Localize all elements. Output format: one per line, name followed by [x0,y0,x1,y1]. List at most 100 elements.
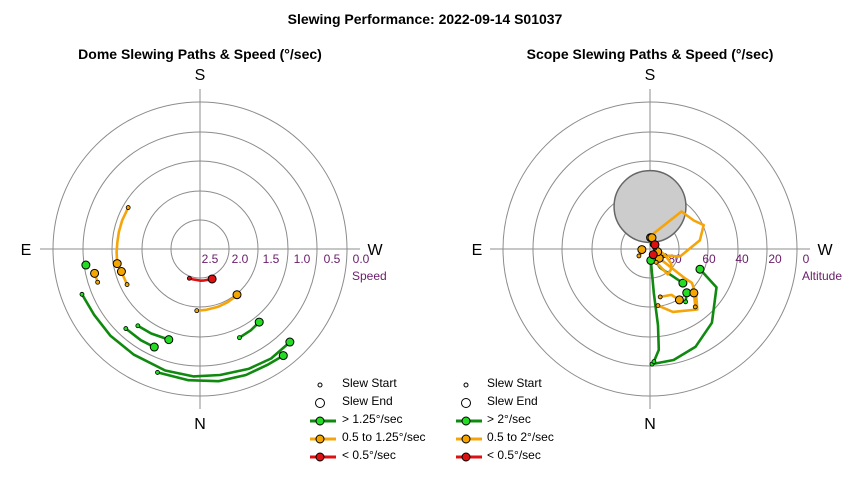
slew-end-marker [90,268,100,278]
slew-path-medium [650,210,706,258]
legend-fast-label: > 2°/sec [487,412,531,426]
slew-end-marker [149,342,159,352]
horizon-limit-disk [613,169,687,244]
legend-fast-marker [315,416,325,426]
dome-panel: Dome Slewing Paths & Speed (°/sec) S N E… [21,46,426,462]
slew-end-marker [648,250,658,260]
slew-start-marker [651,359,657,365]
legend-slew-end-marker [461,398,471,408]
slew-end-marker [674,295,684,305]
slew-start-marker [123,326,129,331]
legend-fast-label: > 1.25°/sec [342,412,403,426]
dome-compass-south: S [195,67,206,84]
legend-slew-end-marker [315,398,325,408]
legend-medium-marker [461,434,471,444]
legend-fast-marker [461,416,471,426]
slew-end-marker [207,274,217,284]
scope-radial-ticks: 80 60 40 20 0 Altitude [668,252,842,283]
dome-tick-label: 0.0 [353,252,370,266]
dome-legend: Slew Start Slew End > 1.25°/sec 0.5 to 1… [310,376,426,462]
dome-slew-paths [79,205,295,383]
slew-end-marker [650,240,660,250]
slew-path-fast [136,324,171,341]
slew-start-marker [155,370,160,375]
slew-start-marker [186,275,192,281]
legend-slow-label: < 0.5°/sec [342,448,396,462]
dome-compass-west: W [367,242,383,259]
slew-start-marker [194,308,200,314]
slew-path-medium [195,293,239,313]
legend-medium-marker [315,434,325,444]
legend-slew-start-label: Slew Start [342,376,397,390]
scope-tick-label: 0 [803,252,810,266]
slew-end-marker [689,288,699,298]
slew-start-marker [636,253,642,259]
dome-compass-north: N [194,416,206,433]
slew-end-marker [278,351,288,361]
legend-slew-start-marker [463,382,469,388]
scope-radial-axis-label: Altitude [802,269,842,283]
scope-compass-south: S [645,67,656,84]
scope-panel-title: Scope Slewing Paths & Speed (°/sec) [527,46,774,62]
dome-tick-label: 2.0 [232,252,249,266]
scope-compass-north: N [644,416,656,433]
slew-path-fast [649,259,661,363]
scope-compass-east: E [472,242,483,259]
slew-start-marker [135,323,141,329]
scope-tick-label: 20 [768,252,782,266]
scope-legend: Slew Start Slew End > 2°/sec 0.5 to 2°/s… [456,376,554,462]
scope-panel: Scope Slewing Paths & Speed (°/sec) S N … [456,46,842,462]
scope-tick-label: 40 [735,252,749,266]
slew-start-marker [79,291,85,297]
legend-medium-label: 0.5 to 2°/sec [487,430,554,444]
dome-tick-label: 1.0 [294,252,311,266]
legend-slow-marker [461,452,471,462]
slew-start-marker [655,303,661,309]
figure-title: Slewing Performance: 2022-09-14 S01037 [288,11,563,27]
slew-start-marker [657,294,663,300]
dome-radial-ticks: 2.5 2.0 1.5 1.0 0.5 0.0 Speed [202,252,387,283]
dome-tick-label: 0.5 [324,252,341,266]
slew-start-marker [237,335,242,341]
slew-end-marker [164,335,174,345]
legend-slew-start-label: Slew Start [487,376,542,390]
dome-tick-label: 1.5 [263,252,280,266]
slew-start-marker [124,282,130,287]
legend-slow-marker [315,452,325,462]
slew-end-marker [637,245,647,255]
slew-start-marker [683,299,689,305]
slew-start-marker [125,205,131,210]
slew-start-marker [692,304,698,310]
slew-end-marker [254,317,264,327]
slew-end-marker [285,337,295,347]
scope-compass-west: W [817,242,833,259]
legend-slew-start-marker [317,382,323,388]
legend-slew-end-label: Slew End [342,394,393,408]
dome-grid [40,89,360,409]
legend-slew-end-label: Slew End [487,394,538,408]
dome-radial-axis-label: Speed [352,269,387,283]
slew-end-marker [81,260,91,270]
scope-grid [490,89,810,409]
slew-path-fast [156,354,285,383]
slew-end-marker [116,267,126,277]
dome-compass-east: E [21,242,32,259]
slew-end-marker [112,259,122,269]
slew-end-marker [232,290,242,300]
slew-end-marker [695,264,705,274]
scope-tick-label: 60 [702,252,716,266]
legend-slow-label: < 0.5°/sec [487,448,541,462]
slew-end-marker [678,278,688,288]
scope-horizon-limit [613,169,687,244]
slew-path-fast [124,327,156,349]
dome-tick-label: 2.5 [202,252,219,266]
slew-path-fast [650,267,718,366]
slew-start-marker [95,279,101,285]
dome-panel-title: Dome Slewing Paths & Speed (°/sec) [78,46,322,62]
scope-slew-paths [636,210,718,367]
slew-path-fast [80,292,292,378]
slew-path-medium [115,206,130,265]
legend-medium-label: 0.5 to 1.25°/sec [342,430,426,444]
slew-start-marker [653,259,659,265]
